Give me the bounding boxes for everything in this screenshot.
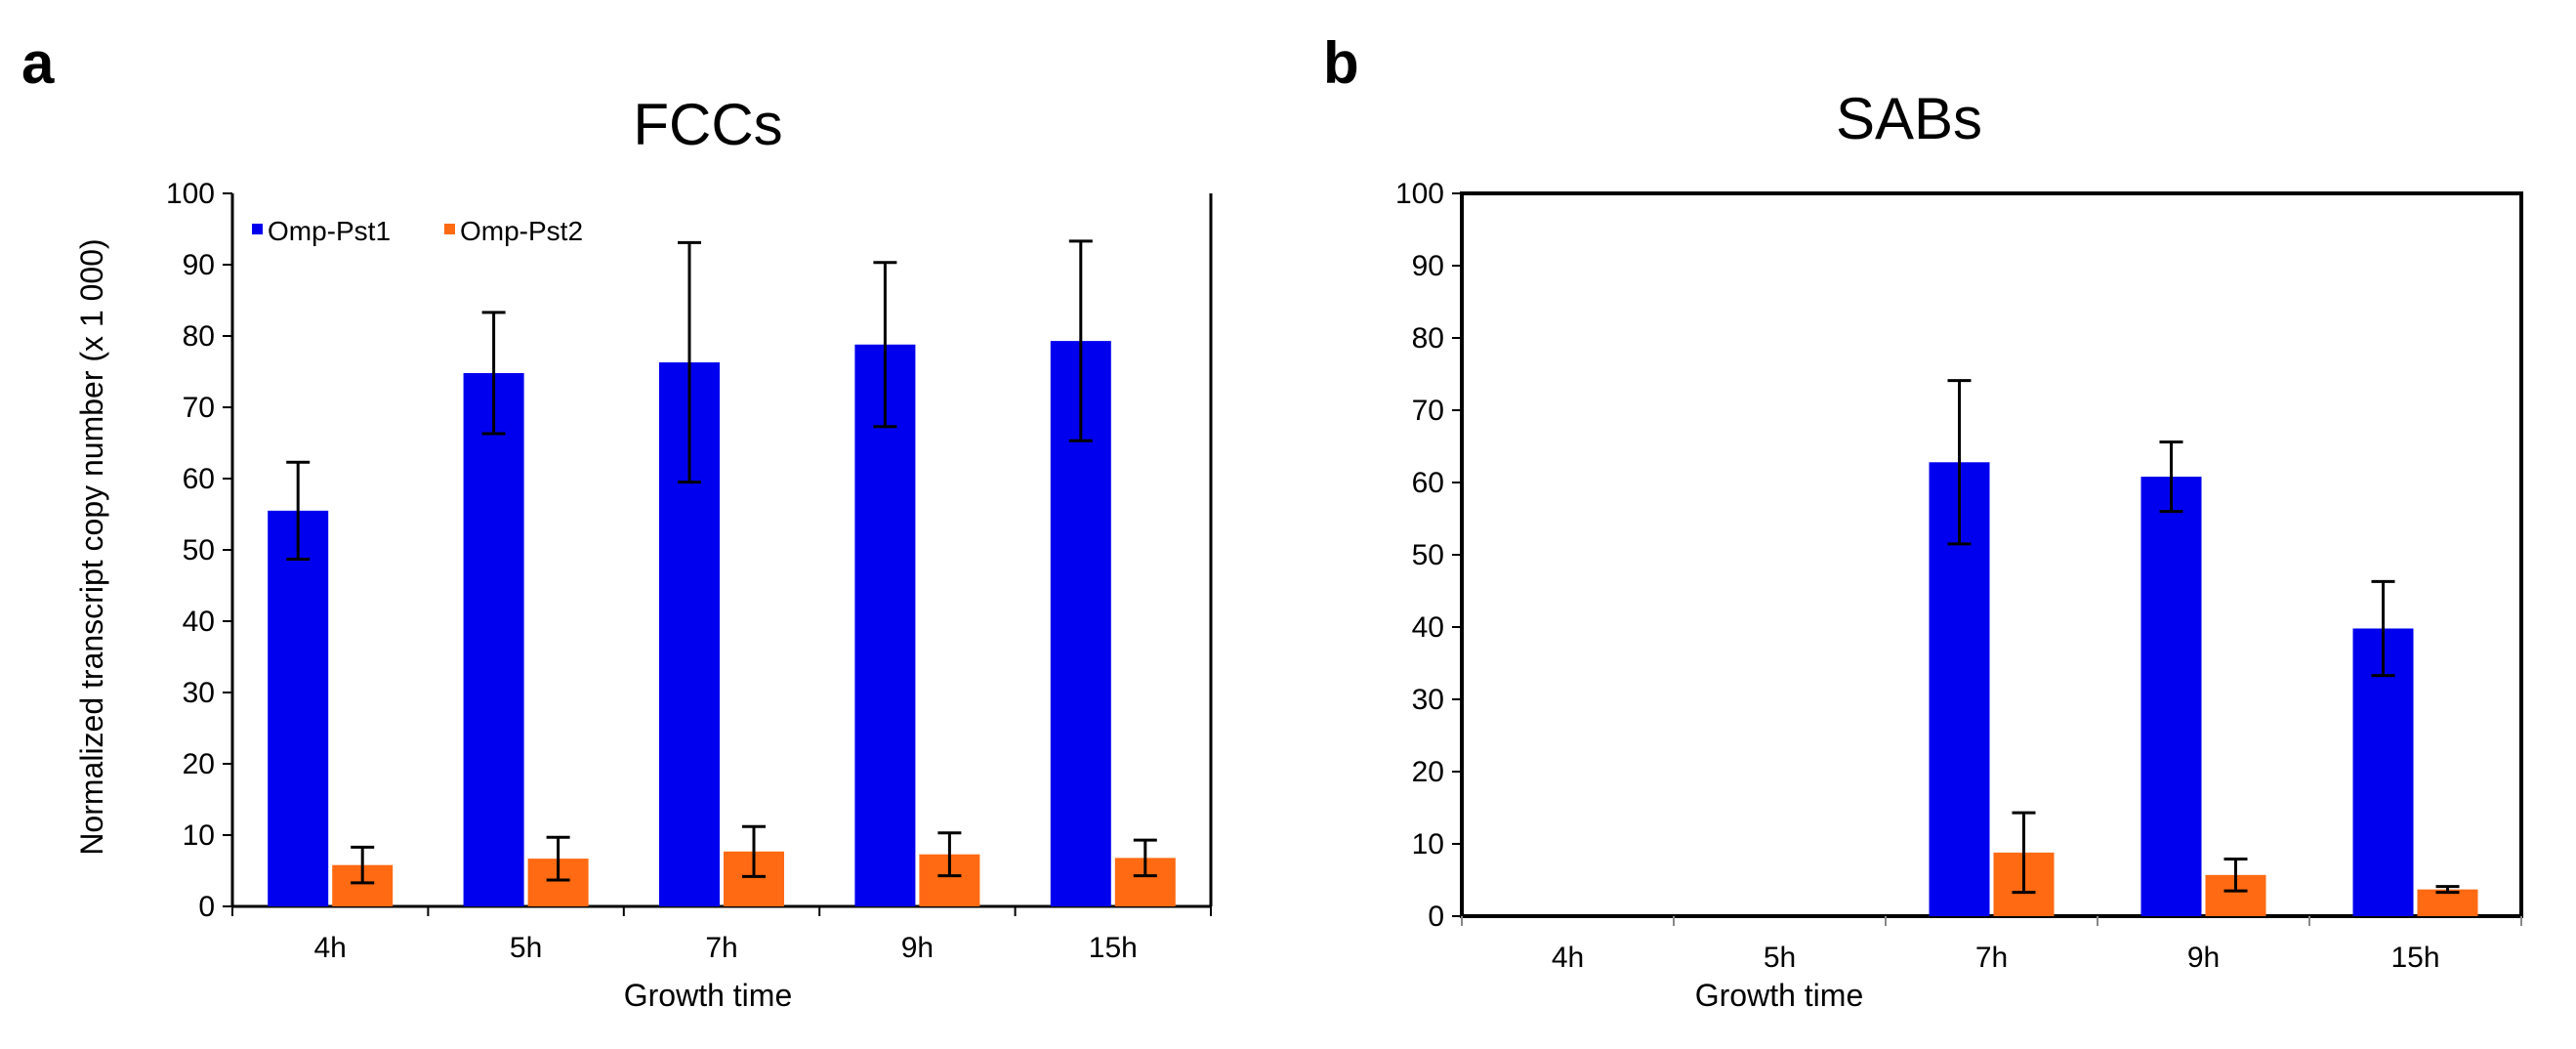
bar-omp-pst1-5h [463,372,524,907]
x-tick-label-9h: 9h [2187,942,2220,974]
y-tick-label: 20 [1412,756,1444,788]
y-tick-label: 0 [1428,901,1444,933]
plot-area-fccs: 0 10 20 30 40 50 60 70 80 90 100 4h 5h 7h 9h 15h [166,178,1213,964]
x-tick-label-15h: 15h [2390,942,2439,974]
x-axis-label-fccs: Growth time [624,978,792,1013]
x-tick-label-5h: 5h [510,932,542,964]
y-tick-label: 80 [183,320,215,353]
x-tick-label-7h: 7h [705,932,737,964]
bar-omp-pst2-15h [2417,889,2478,916]
x-tick-label-4h: 4h [314,932,347,964]
panel-sabs: b SABs Growth time 0 10 20 30 40 50 60 70 80 90 10… [1323,30,2523,1013]
y-tick-label: 0 [198,891,215,923]
y-tick-label: 30 [1412,684,1444,716]
y-tick-label: 20 [183,748,215,780]
bar-omp-pst1-9h [2140,477,2202,916]
y-tick-label: 100 [166,178,215,210]
legend-swatch-omp-pst2 [444,224,455,234]
panel-label-b: b [1323,30,1359,96]
y-tick-label: 90 [1412,250,1444,282]
bar-omp-pst1-9h [854,344,916,906]
x-tick-label-4h: 4h [1552,942,1584,974]
y-tick-label: 40 [183,606,215,638]
y-tick-label: 100 [1395,178,1444,210]
legend-swatch-omp-pst1 [252,224,263,234]
x-tick-label-15h: 15h [1089,932,1138,964]
panel-label-a: a [21,30,55,96]
y-tick-label: 30 [183,677,215,709]
y-tick-label: 70 [183,392,215,424]
y-tick-label: 60 [183,463,215,495]
legend: Omp-Pst1 Omp-Pst2 [252,216,583,246]
y-tick-label: 40 [1412,611,1444,644]
y-tick-label: 10 [183,819,215,852]
x-tick-label-7h: 7h [1975,942,2008,974]
legend-label-omp-pst2: Omp-Pst2 [460,216,583,246]
y-tick-label: 60 [1412,467,1444,499]
x-tick-label-9h: 9h [901,932,934,964]
y-tick-label: 70 [1412,395,1444,427]
plot-area-sabs: 0 10 20 30 40 50 60 70 80 90 100 4h 5h 7h 9h 15h [1395,178,2523,974]
bar-omp-pst1-4h [268,510,329,906]
x-tick-label-5h: 5h [1764,942,1796,974]
y-axis-label: Normalized transcript copy number (x 1 0… [74,238,109,855]
y-tick-label: 50 [183,534,215,566]
panel-fccs: a FCCs Normalized transcript copy number… [21,30,1213,1013]
y-tick-label: 10 [1412,828,1444,860]
chart-title-fccs: FCCs [633,92,782,157]
x-axis-label-sabs: Growth time [1695,978,1863,1013]
legend-label-omp-pst1: Omp-Pst1 [268,216,391,246]
chart-title-sabs: SABs [1836,86,1982,151]
y-tick-label: 50 [1412,539,1444,571]
y-tick-label: 80 [1412,322,1444,355]
y-tick-label: 90 [183,249,215,281]
